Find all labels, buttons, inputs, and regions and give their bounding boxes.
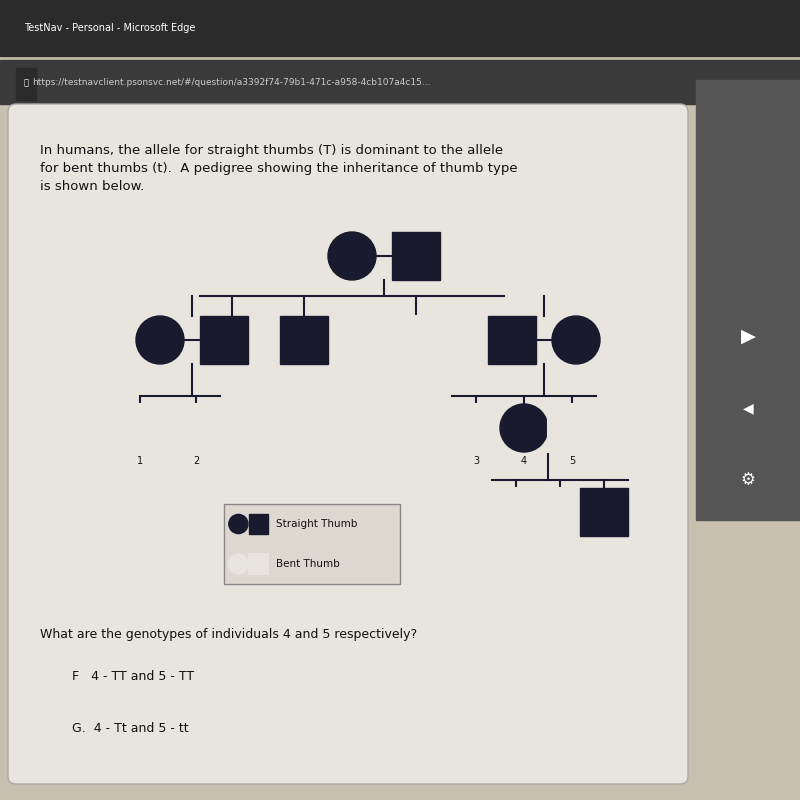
Circle shape xyxy=(38,666,58,686)
Bar xyxy=(16,68,36,100)
Text: F   4 - TT and 5 - TT: F 4 - TT and 5 - TT xyxy=(72,670,194,682)
Bar xyxy=(548,404,596,452)
Text: ▶: ▶ xyxy=(741,326,755,346)
Text: 4: 4 xyxy=(521,456,527,466)
Text: 1: 1 xyxy=(137,456,143,466)
Text: 3: 3 xyxy=(473,456,479,466)
Text: 5: 5 xyxy=(569,456,575,466)
Circle shape xyxy=(552,316,600,364)
Text: Bent Thumb: Bent Thumb xyxy=(276,559,340,569)
Bar xyxy=(200,316,248,364)
Text: ⚙: ⚙ xyxy=(741,471,755,489)
Bar xyxy=(224,504,400,584)
Bar xyxy=(696,80,800,520)
Bar xyxy=(280,316,328,364)
Text: ◀: ◀ xyxy=(742,401,754,415)
Circle shape xyxy=(536,488,584,536)
Bar xyxy=(488,316,536,364)
FancyBboxPatch shape xyxy=(8,104,688,784)
Bar xyxy=(0,0,800,56)
Text: In humans, the allele for straight thumbs (T) is dominant to the allele
for bent: In humans, the allele for straight thumb… xyxy=(40,144,518,193)
Text: 2: 2 xyxy=(193,456,199,466)
Circle shape xyxy=(328,232,376,280)
Text: 🔒: 🔒 xyxy=(24,78,29,87)
Bar xyxy=(492,488,540,536)
Text: G.  4 - Tt and 5 - tt: G. 4 - Tt and 5 - tt xyxy=(72,722,189,734)
Bar xyxy=(580,488,628,536)
Bar xyxy=(392,232,440,280)
Circle shape xyxy=(172,404,220,452)
Bar xyxy=(0,60,800,104)
Circle shape xyxy=(500,404,548,452)
Bar xyxy=(249,554,268,574)
Circle shape xyxy=(229,514,248,534)
Bar xyxy=(249,514,268,534)
Text: https://testnavclient.psonsvc.net/#/question/a3392f74-79b1-471c-a958-4cb107a4c15: https://testnavclient.psonsvc.net/#/ques… xyxy=(32,78,430,87)
Circle shape xyxy=(136,316,184,364)
Text: TestNav - Personal - Microsoft Edge: TestNav - Personal - Microsoft Edge xyxy=(24,23,195,33)
Circle shape xyxy=(229,554,248,574)
Text: Straight Thumb: Straight Thumb xyxy=(276,519,358,529)
Text: What are the genotypes of individuals 4 and 5 respectively?: What are the genotypes of individuals 4 … xyxy=(40,628,417,641)
Bar xyxy=(116,404,164,452)
Circle shape xyxy=(392,316,440,364)
Circle shape xyxy=(38,718,58,738)
Bar xyxy=(452,404,500,452)
